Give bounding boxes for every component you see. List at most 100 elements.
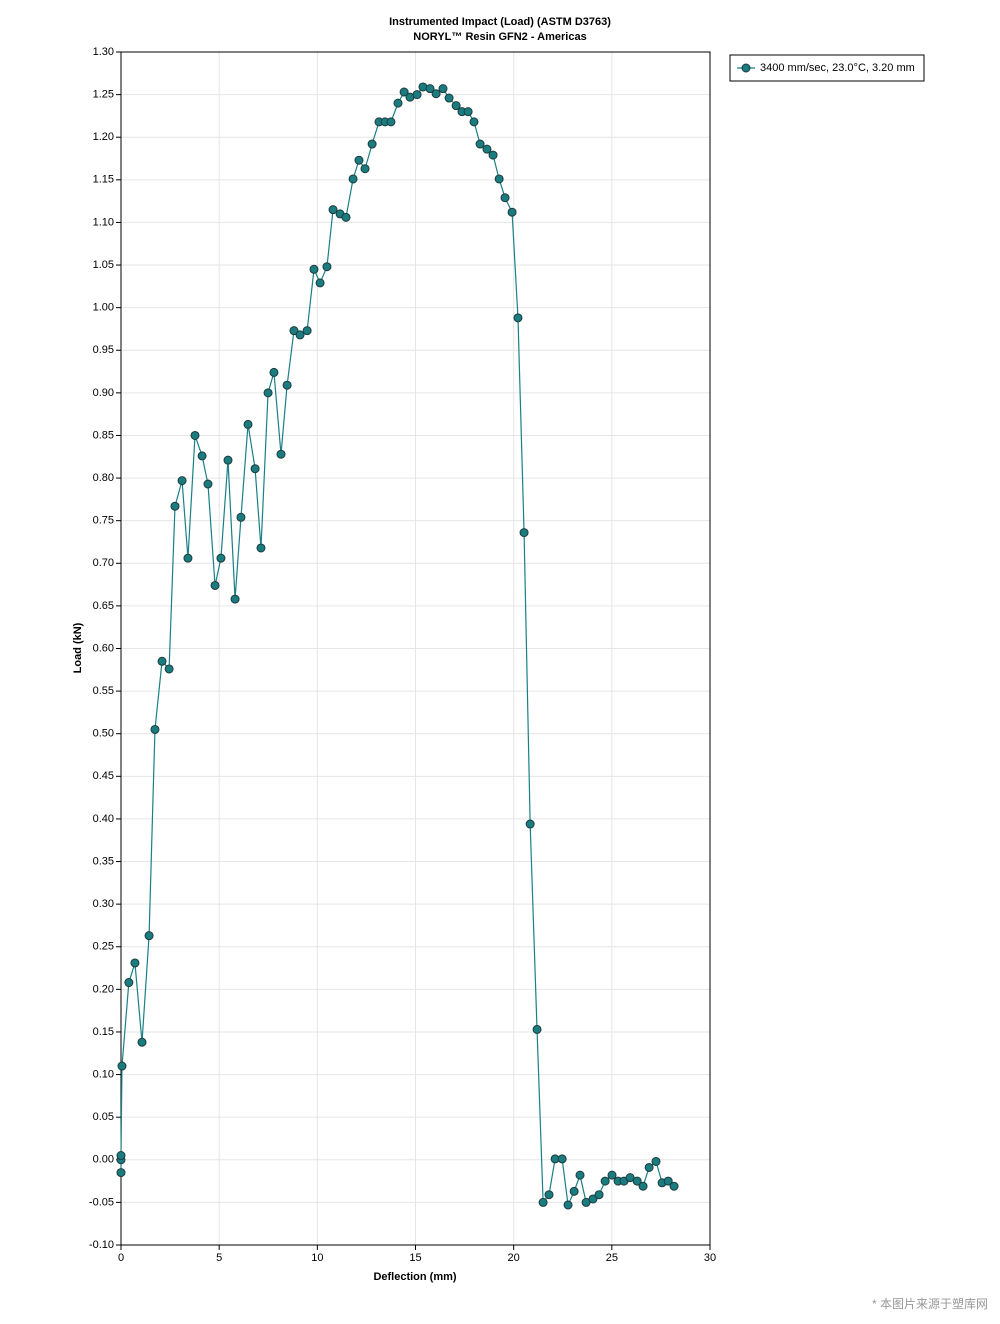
data-point xyxy=(144,931,154,941)
data-point xyxy=(513,313,523,323)
data-point xyxy=(438,84,448,94)
legend-box xyxy=(729,54,925,82)
data-point xyxy=(669,1181,679,1191)
data-point xyxy=(625,1173,635,1183)
y-tick-label: 1.15 xyxy=(93,174,114,186)
series-line xyxy=(120,86,675,1208)
y-tick-label: 1.20 xyxy=(93,131,114,143)
data-point xyxy=(563,1200,573,1210)
data-point xyxy=(190,430,200,440)
y-tick-label: 0.85 xyxy=(93,429,114,441)
data-point xyxy=(116,1168,126,1178)
data-point xyxy=(431,89,441,99)
data-point xyxy=(532,1024,542,1034)
y-tick-label: 0.35 xyxy=(93,855,114,867)
data-point xyxy=(289,326,299,336)
data-point xyxy=(322,262,332,272)
y-tick-label: 0.55 xyxy=(93,685,114,697)
x-tick-label: 5 xyxy=(216,1252,222,1264)
data-point xyxy=(507,207,517,217)
data-point xyxy=(399,87,409,97)
y-tick-label: 0.75 xyxy=(93,515,114,527)
data-point xyxy=(557,1154,567,1164)
data-point xyxy=(256,543,266,553)
data-point xyxy=(137,1037,147,1047)
data-point xyxy=(250,464,260,474)
data-point xyxy=(600,1176,610,1186)
y-tick-label: -0.05 xyxy=(89,1196,114,1208)
y-tick-label: 1.00 xyxy=(93,302,114,314)
y-tick-label: 0.50 xyxy=(93,728,114,740)
data-point xyxy=(360,164,370,174)
data-point xyxy=(451,101,461,111)
data-point xyxy=(519,528,529,538)
data-point xyxy=(269,367,279,377)
data-point xyxy=(197,451,207,461)
data-point xyxy=(663,1176,673,1186)
y-tick-label: 0.00 xyxy=(93,1154,114,1166)
data-point xyxy=(216,553,226,563)
y-tick-label: 0.70 xyxy=(93,557,114,569)
chart-subtitle: NORYL™ Resin GFN2 - Americas xyxy=(413,31,586,43)
y-axis-title: Load (kN) xyxy=(72,622,84,673)
data-point xyxy=(412,90,422,100)
data-point xyxy=(302,326,312,336)
data-point xyxy=(463,107,473,117)
data-point xyxy=(130,958,140,968)
data-point xyxy=(482,144,492,154)
data-point xyxy=(393,98,403,108)
x-tick-label: 15 xyxy=(409,1252,421,1264)
data-point xyxy=(475,139,485,149)
data-point xyxy=(150,724,160,734)
data-point xyxy=(124,978,134,988)
data-point xyxy=(328,205,338,215)
y-tick-label: 0.60 xyxy=(93,642,114,654)
data-point xyxy=(309,264,319,274)
data-point xyxy=(425,84,435,94)
x-tick-label: 30 xyxy=(704,1252,716,1264)
data-point xyxy=(236,512,246,522)
y-tick-label: 1.25 xyxy=(93,89,114,101)
data-point xyxy=(544,1190,554,1200)
data-point xyxy=(444,93,454,103)
y-tick-label: 0.20 xyxy=(93,983,114,995)
data-point xyxy=(263,388,273,398)
y-tick-label: 0.25 xyxy=(93,941,114,953)
data-point xyxy=(632,1176,642,1186)
data-point xyxy=(348,174,358,184)
y-tick-label: 0.40 xyxy=(93,813,114,825)
y-tick-label: 0.30 xyxy=(93,898,114,910)
data-point xyxy=(569,1186,579,1196)
x-tick-label: 20 xyxy=(508,1252,520,1264)
plot-frame xyxy=(120,51,711,1246)
data-point xyxy=(183,553,193,563)
data-point xyxy=(210,580,220,590)
data-point xyxy=(282,380,292,390)
data-point xyxy=(538,1197,548,1207)
x-axis-title: Deflection (mm) xyxy=(373,1271,456,1283)
data-point xyxy=(488,150,498,160)
y-tick-label: 1.05 xyxy=(93,259,114,271)
data-point xyxy=(651,1156,661,1166)
data-point xyxy=(203,479,213,489)
watermark: * 本图片来源于塑库网 xyxy=(872,1296,988,1311)
data-point xyxy=(157,656,167,666)
data-point xyxy=(295,330,305,340)
x-tick-label: 10 xyxy=(311,1252,323,1264)
data-point xyxy=(469,117,479,127)
y-tick-label: 1.10 xyxy=(93,216,114,228)
data-point xyxy=(223,455,233,465)
y-tick-label: 0.05 xyxy=(93,1111,114,1123)
chart-title: Instrumented Impact (Load) (ASTM D3763) xyxy=(389,16,611,28)
x-tick-label: 0 xyxy=(118,1252,124,1264)
data-point xyxy=(638,1181,648,1191)
y-tick-label: 0.95 xyxy=(93,344,114,356)
data-point xyxy=(575,1170,585,1180)
data-point xyxy=(230,594,240,604)
data-point xyxy=(644,1162,654,1172)
data-point xyxy=(525,819,535,829)
data-point xyxy=(315,278,325,288)
data-point xyxy=(607,1170,617,1180)
legend-marker xyxy=(741,63,751,73)
y-tick-label: 0.90 xyxy=(93,387,114,399)
